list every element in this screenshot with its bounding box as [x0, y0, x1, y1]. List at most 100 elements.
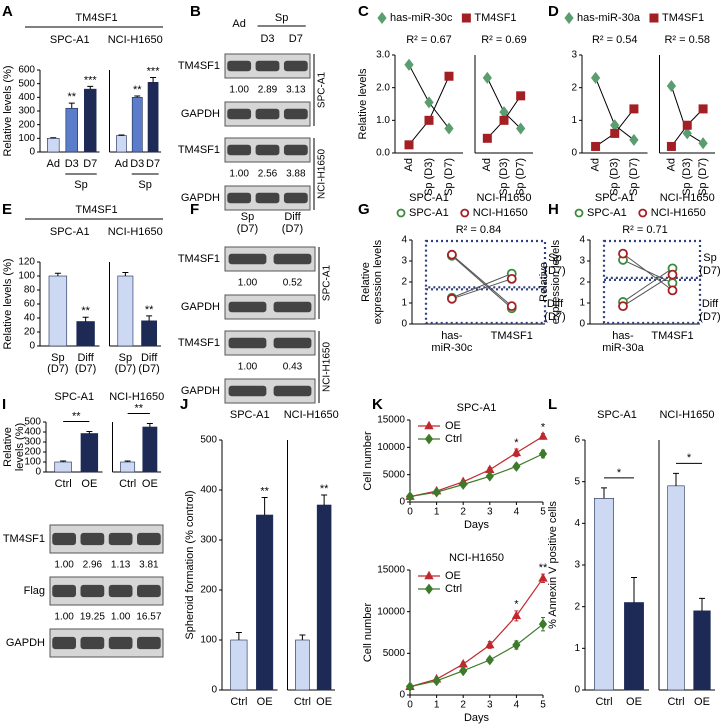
blot-band [108, 584, 133, 598]
point [432, 486, 441, 498]
y-tick-label: 60 [24, 299, 36, 310]
x-tick-label: Sp (D3) [423, 158, 435, 196]
x-tick-label: Ctrl [55, 478, 72, 490]
y-tick-label: 80 [24, 285, 36, 296]
y-tick-label: 4 [579, 235, 585, 246]
text-line: (D7) [47, 363, 68, 375]
band-quantity: 3.88 [286, 169, 306, 180]
error-bar [321, 494, 328, 505]
point [404, 140, 414, 150]
column-label: Sp (D7) [237, 211, 258, 235]
point [618, 248, 628, 259]
bar [141, 320, 158, 347]
legend-marker [377, 11, 387, 25]
y-tick-label: 15000 [377, 565, 405, 576]
blot-row-label: GAPDH [6, 637, 45, 649]
y-tick-label: 20 [24, 327, 36, 338]
point [424, 96, 434, 109]
text-line: (D7) [699, 265, 720, 277]
y-tick-label: 1 [401, 298, 407, 309]
chart-title: TM4SF1 [75, 12, 117, 24]
legend-marker [638, 208, 648, 218]
series-line [409, 453, 544, 498]
x-tick-label: Ad [665, 158, 677, 171]
blot-band [137, 636, 161, 650]
panel-label: E [2, 201, 12, 218]
x-tick-label: Sp (D7) [115, 352, 136, 375]
point [405, 681, 415, 693]
pair-line [622, 267, 673, 303]
x-tick-label: 1 [434, 700, 440, 711]
point [610, 128, 620, 138]
column-label: D7 [289, 33, 303, 45]
panel-label: L [548, 396, 557, 413]
y-tick-label: 1.0 [376, 115, 390, 126]
side-label: NCI-H1650 [317, 149, 328, 199]
x-tick-label: Sp (D3) [498, 158, 510, 196]
y-tick-label: 2 [571, 82, 577, 93]
x-tick-label: Diff (D7) [138, 352, 159, 375]
bar [316, 504, 332, 691]
y-tick-label: 0 [401, 319, 407, 330]
y-tick-label: 6 [574, 435, 580, 446]
point [511, 610, 522, 620]
bar [84, 88, 97, 153]
x-tick-label: OE [142, 478, 158, 490]
bar [48, 275, 68, 347]
y-tick-label: 200 [200, 585, 217, 596]
blot-band [273, 337, 312, 349]
y-tick-label: 15000 [377, 415, 405, 426]
y-axis-label: Relative [538, 262, 550, 302]
point [629, 104, 639, 114]
bar [693, 610, 711, 691]
point [459, 665, 468, 677]
y-tick-label: 100 [200, 635, 217, 646]
x-tick-label: Ad [115, 158, 128, 170]
r2-label: R² = 0.84 [456, 224, 502, 236]
chart-title: SPC-A1 [457, 402, 497, 414]
text-line: has- [441, 330, 463, 342]
y-axis-label: levels (%) [14, 423, 26, 471]
group-label: SPC-A1 [597, 409, 637, 421]
group-label: NCI-H1650 [284, 409, 339, 421]
blot-band [227, 192, 252, 204]
y-tick-label: 500 [200, 435, 217, 446]
bar [295, 639, 310, 691]
y-tick-label: 500 [24, 417, 41, 428]
band-quantity: 16.57 [136, 612, 161, 623]
error-bar [50, 137, 57, 139]
y-tick-label: 100 [24, 457, 41, 468]
condition-label: Sp (D7) [544, 252, 565, 277]
point [444, 122, 454, 135]
blot-band [273, 385, 312, 397]
blot-band [255, 192, 280, 204]
x-tick-label: Sp (D3) [609, 158, 621, 196]
point [538, 573, 548, 582]
point [405, 491, 415, 502]
group-label: NCI-H1650 [660, 192, 715, 204]
bar [624, 602, 644, 691]
sig-label: ** [81, 305, 90, 317]
column-label: Ad [232, 18, 245, 30]
text-line: miR-30a [602, 342, 644, 354]
blot-band [227, 60, 252, 72]
panel-label: F [190, 201, 199, 218]
blot-band [228, 385, 267, 397]
error-bar [299, 634, 306, 640]
band-quantity: 1.00 [238, 278, 258, 289]
text-line: Diff [547, 298, 564, 310]
blot-band [273, 253, 312, 265]
condition-box [602, 239, 702, 279]
x-tick-label: 0 [407, 700, 413, 711]
x-tick-label: Ctrl [119, 478, 136, 490]
text-line: has- [612, 330, 634, 342]
point [506, 301, 517, 312]
y-tick-label: 300 [200, 535, 217, 546]
sig-label: ** [539, 562, 548, 574]
blot-band [52, 532, 76, 546]
x-tick-label: Ad [481, 158, 493, 171]
y-tick-label: 0 [29, 147, 35, 158]
point [538, 618, 548, 630]
point [499, 115, 509, 125]
